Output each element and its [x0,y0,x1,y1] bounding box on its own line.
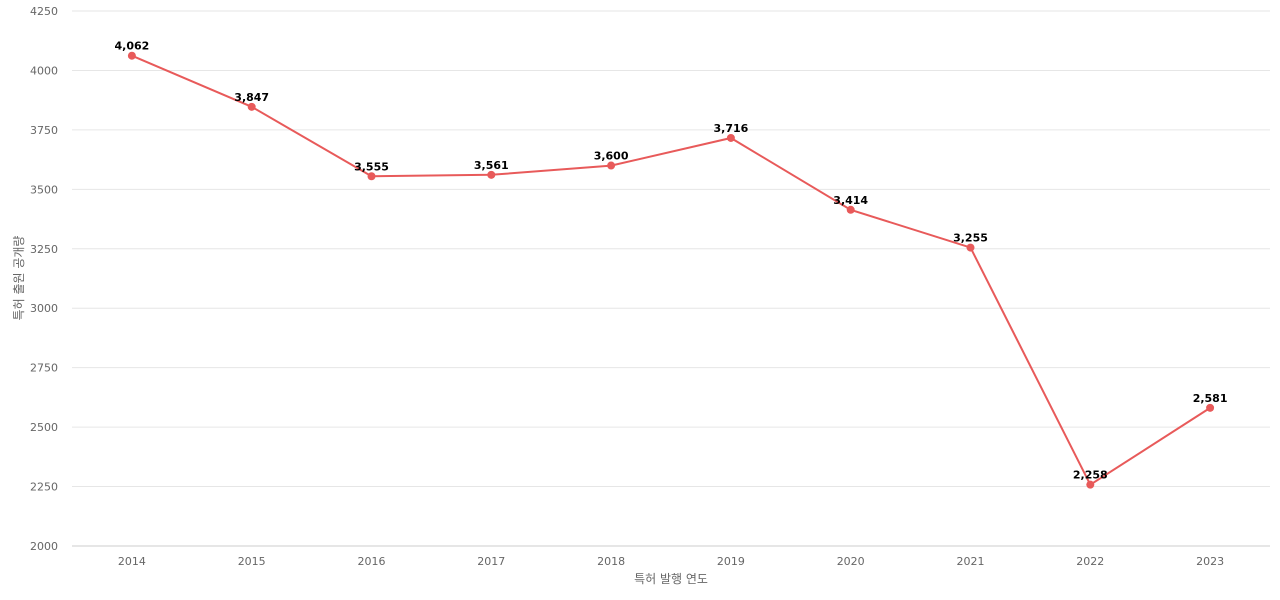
data-label: 3,561 [474,159,509,172]
data-label: 2,581 [1193,392,1228,405]
data-label: 4,062 [115,40,150,53]
data-label: 3,716 [714,122,749,135]
data-point [966,243,975,252]
y-tick-label: 3000 [30,302,58,315]
data-point [1206,403,1215,412]
x-tick-label: 2018 [597,555,625,568]
x-tick-label: 2021 [957,555,985,568]
x-tick-label: 2015 [238,555,266,568]
data-label: 2,258 [1073,469,1108,482]
y-tick-label: 2000 [30,540,58,553]
x-tick-labels: 2014 2015 2016 2017 2018 2019 2020 2021 2022 2023 [118,555,1224,568]
x-tick-label: 2022 [1076,555,1104,568]
y-tick-label: 3750 [30,124,58,137]
x-tick-label: 2019 [717,555,745,568]
x-axis-title: 특허 발행 연도 [634,571,708,586]
y-tick-label: 2500 [30,421,58,434]
data-point [846,205,855,214]
x-tick-label: 2017 [477,555,505,568]
data-label: 3,600 [594,150,629,163]
data-point [1086,480,1095,489]
series-line [131,54,1211,487]
data-points [127,51,1215,489]
y-tick-label: 3500 [30,183,58,196]
y-axis-title: 특허 출원 공개량 [12,236,26,321]
data-label: 3,414 [833,194,868,207]
x-tick-label: 2020 [837,555,865,568]
grid-layer [72,10,1270,488]
data-label: 3,255 [953,232,988,245]
y-tick-label: 4000 [30,64,58,77]
data-point [607,161,616,170]
data-labels: 4,062 3,847 3,555 3,561 3,600 3,716 3,414 3,255… [115,40,1228,482]
y-tick-label: 2750 [30,362,58,375]
data-point [367,172,376,181]
y-tick-label: 3250 [30,243,58,256]
data-label: 3,847 [234,91,269,104]
data-point [726,133,735,142]
y-tick-label: 2250 [30,481,58,494]
y-tick-labels: 2000 2250 2500 2750 3000 3250 3500 3750 4000 4250 [30,5,58,553]
data-point [127,51,136,60]
data-point [487,170,496,179]
x-tick-label: 2016 [358,555,386,568]
data-label: 3,555 [354,160,389,173]
x-tick-label: 2014 [118,555,146,568]
x-tick-label: 2023 [1196,555,1224,568]
y-tick-label: 4250 [30,5,58,18]
data-point [247,102,256,111]
